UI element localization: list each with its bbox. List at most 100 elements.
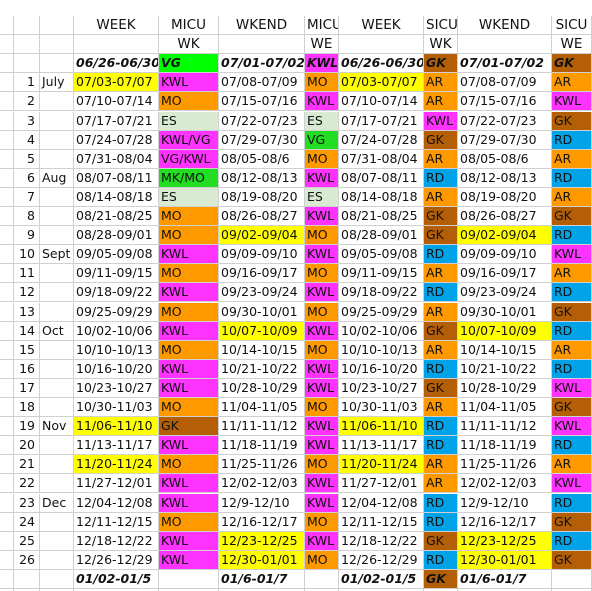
micu-weekend-assignee[interactable]: KWL	[305, 417, 339, 437]
micu-weekend-dates[interactable]: 07/08-07/09	[219, 73, 305, 93]
micu-weekend-assignee[interactable]: MO	[305, 302, 339, 322]
micu-week-dates[interactable]: 09/05-09/08	[74, 245, 159, 265]
sicu-week-assignee[interactable]: GK	[424, 226, 458, 246]
sicu-week-assignee[interactable]: RD	[424, 550, 458, 570]
micu-weekend-dates[interactable]: 07/29-07/30	[219, 130, 305, 150]
micu-week-dates[interactable]: 11/13-11/17	[74, 436, 159, 456]
empty-cell[interactable]	[40, 54, 74, 74]
empty-cell[interactable]	[0, 16, 14, 36]
sicu-week-dates[interactable]: 07/31-08/04	[339, 149, 424, 169]
micu-week-assignee[interactable]: MK/MO	[159, 168, 219, 188]
empty-cell[interactable]	[14, 16, 40, 36]
sicu-weekend-assignee[interactable]: GK	[552, 512, 592, 532]
micu-weekend-dates[interactable]: 08/19-08/20	[219, 187, 305, 207]
micu-weekend-assignee[interactable]: KWL	[305, 168, 339, 188]
column-header[interactable]: WKEND	[458, 16, 552, 36]
sicu-weekend-assignee[interactable]: RD	[552, 321, 592, 341]
micu-week-assignee[interactable]: ES	[159, 111, 219, 131]
sicu-weekend-assignee[interactable]: RD	[552, 436, 592, 456]
micu-weekend-dates[interactable]: 11/04-11/05	[219, 398, 305, 418]
row-empty[interactable]	[0, 398, 14, 418]
sicu-weekend-assignee[interactable]: RD	[552, 359, 592, 379]
sicu-weekend-assignee[interactable]: AR	[552, 340, 592, 360]
sicu-week-assignee[interactable]: AR	[424, 149, 458, 169]
micu-week-dates[interactable]: 11/20-11/24	[74, 455, 159, 475]
sicu-week-assignee[interactable]: GK	[424, 130, 458, 150]
sicu-week-assignee[interactable]: AR	[424, 455, 458, 475]
sicu-weekend-dates[interactable]: 09/16-09/17	[458, 264, 552, 284]
micu-weekend-assignee[interactable]: KWL	[305, 359, 339, 379]
row-empty[interactable]	[0, 73, 14, 93]
row-number[interactable]: 18	[14, 398, 40, 418]
sicu-weekend-dates[interactable]: 09/02-09/04	[458, 226, 552, 246]
row-month[interactable]: Nov	[40, 417, 74, 437]
row-month[interactable]	[40, 378, 74, 398]
sicu-week-dates[interactable]: 09/11-09/15	[339, 264, 424, 284]
row-month[interactable]	[40, 264, 74, 284]
row-empty[interactable]	[0, 130, 14, 150]
micu-weekend-assignee[interactable]: KWL	[305, 245, 339, 265]
micu-weekend-assignee[interactable]: MO	[305, 455, 339, 475]
row-month[interactable]: July	[40, 73, 74, 93]
micu-weekend-assignee[interactable]: KWL	[305, 531, 339, 551]
sicu-week-dates[interactable]: 11/27-12/01	[339, 474, 424, 494]
row-number[interactable]: 22	[14, 474, 40, 494]
row-empty[interactable]	[0, 283, 14, 303]
sicu-week-dates[interactable]: 08/14-08/18	[339, 187, 424, 207]
row-month[interactable]	[40, 531, 74, 551]
column-subheader[interactable]: WE	[552, 35, 592, 55]
micu-weekend-dates[interactable]: 11/11-11/12	[219, 417, 305, 437]
sicu-week-assignee[interactable]: GK	[424, 207, 458, 227]
row-empty[interactable]	[0, 512, 14, 532]
row-number[interactable]: 17	[14, 378, 40, 398]
empty-cell[interactable]	[424, 589, 458, 591]
micu-week-assignee[interactable]: MO	[159, 92, 219, 112]
sicu-week-dates[interactable]: 10/16-10/20	[339, 359, 424, 379]
row-empty[interactable]	[0, 302, 14, 322]
micu-week-assignee[interactable]: KWL	[159, 550, 219, 570]
micu-weekend-dates[interactable]: 11/25-11/26	[219, 455, 305, 475]
sicu-week-dates[interactable]: 11/20-11/24	[339, 455, 424, 475]
sicu-week-assignee[interactable]: KWL	[424, 111, 458, 131]
row-number[interactable]: 15	[14, 340, 40, 360]
row-number[interactable]: 12	[14, 283, 40, 303]
sicu-weekend-assignee[interactable]: GK	[552, 550, 592, 570]
row-empty[interactable]	[0, 111, 14, 131]
micu-week-assignee[interactable]: MO	[159, 264, 219, 284]
micu-weekend-dates[interactable]: 12/23-12/25	[219, 531, 305, 551]
row-month[interactable]	[40, 207, 74, 227]
sicu-weekend-assignee[interactable]: RD	[552, 130, 592, 150]
sicu-weekend-dates[interactable]: 12/23-12/25	[458, 531, 552, 551]
sicu-week-assignee[interactable]: RD	[424, 168, 458, 188]
sicu-week-dates[interactable]: 08/21-08/25	[339, 207, 424, 227]
sicu-weekend-assignee[interactable]: RD	[552, 168, 592, 188]
micu-week-assignee[interactable]: KWL/VG	[159, 130, 219, 150]
micu-weekend-dates[interactable]: 08/26-08/27	[219, 207, 305, 227]
sicu-weekend-assignee[interactable]: AR	[552, 455, 592, 475]
sicu-weekend-assignee[interactable]: RD	[552, 493, 592, 513]
row-number[interactable]: 25	[14, 531, 40, 551]
sicu-weekend-assignee[interactable]: RD	[552, 531, 592, 551]
micu-week-assignee[interactable]: KWL	[159, 436, 219, 456]
sicu-weekend-dates[interactable]: 08/19-08/20	[458, 187, 552, 207]
column-subheader[interactable]: WE	[305, 35, 339, 55]
sicu-week-assignee[interactable]: RD	[424, 493, 458, 513]
micu-week-assignee[interactable]: MO	[159, 302, 219, 322]
first-row-cell[interactable]: VG	[159, 54, 219, 74]
micu-weekend-assignee[interactable]: KWL	[305, 321, 339, 341]
sicu-week-dates[interactable]: 10/10-10/13	[339, 340, 424, 360]
empty-cell[interactable]	[40, 35, 74, 55]
first-row-cell[interactable]: 06/26-06/30	[74, 54, 159, 74]
row-month[interactable]	[40, 550, 74, 570]
row-number[interactable]: 16	[14, 359, 40, 379]
sicu-weekend-assignee[interactable]: AR	[552, 149, 592, 169]
column-header[interactable]: WKEND	[219, 16, 305, 36]
row-empty[interactable]	[0, 207, 14, 227]
row-month[interactable]	[40, 359, 74, 379]
sicu-weekend-assignee[interactable]: AR	[552, 187, 592, 207]
empty-cell[interactable]	[305, 589, 339, 591]
row-number[interactable]: 5	[14, 149, 40, 169]
sicu-weekend-assignee[interactable]: KWL	[552, 378, 592, 398]
sicu-week-dates[interactable]: 12/04-12/08	[339, 493, 424, 513]
sicu-weekend-assignee[interactable]: GK	[552, 398, 592, 418]
